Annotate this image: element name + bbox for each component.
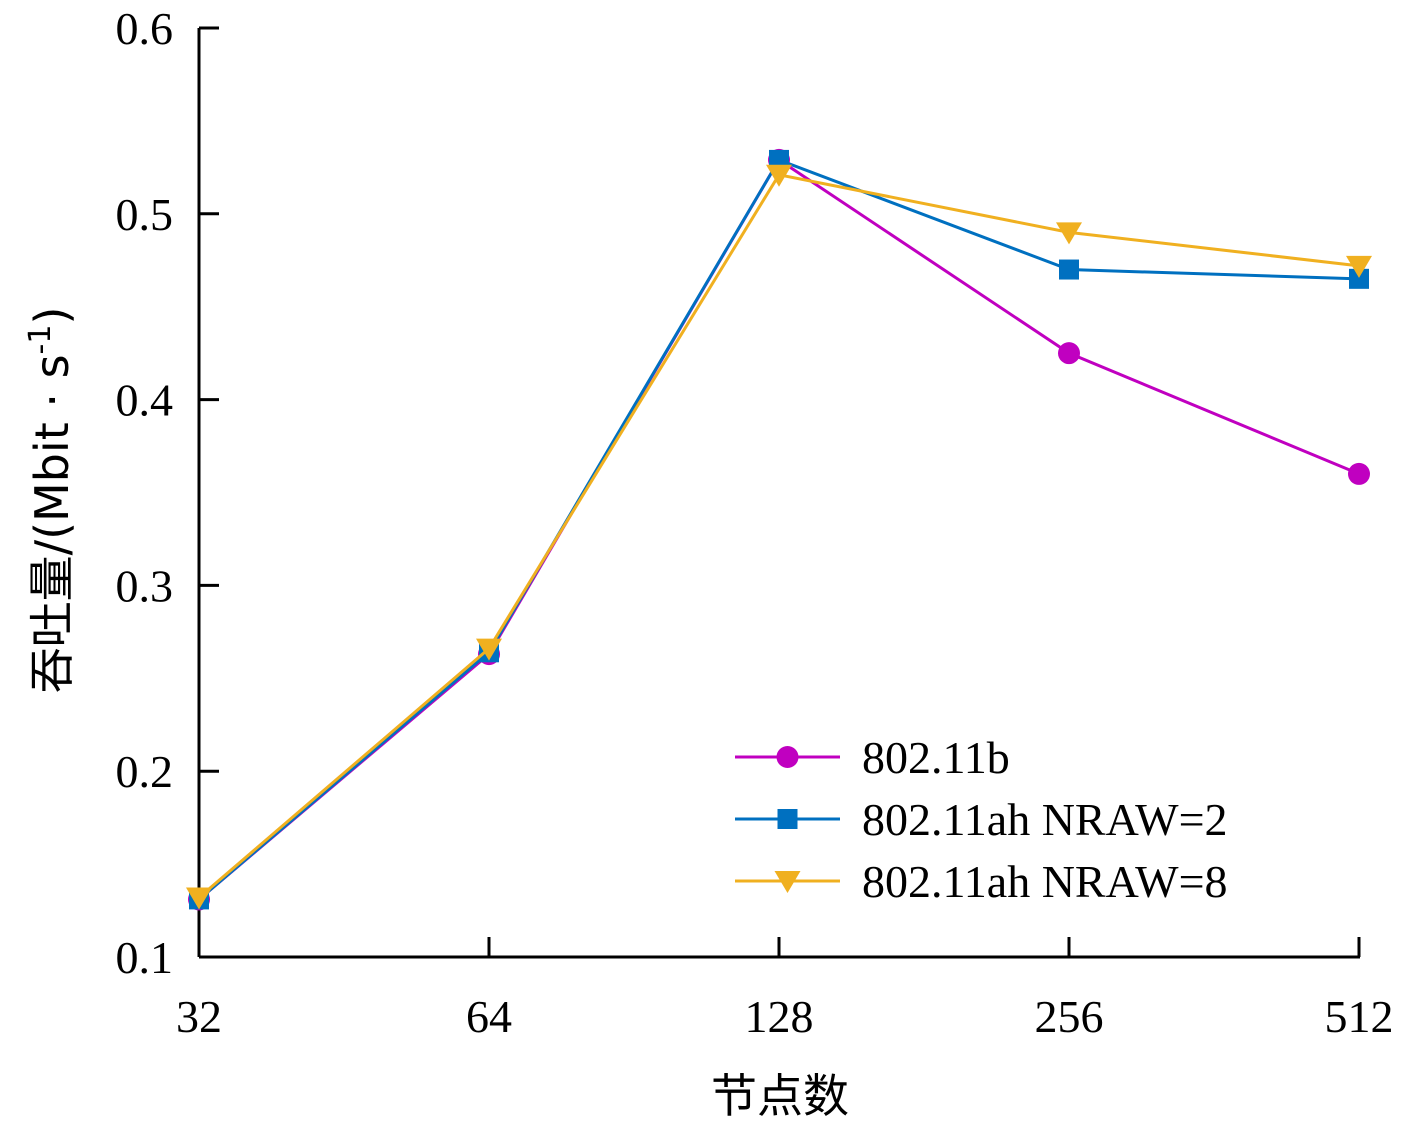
y-axis-title-main: 吞吐量/(Mbit · s: [25, 354, 79, 693]
x-tick-label: 128: [745, 991, 814, 1042]
y-tick-label: 0.6: [116, 3, 174, 54]
x-tick-label: 512: [1325, 991, 1394, 1042]
data-point: [1059, 259, 1079, 280]
legend: 802.11b 802.11ah NRAW=2 802.11ah NRAW=8: [735, 732, 1228, 907]
series-layer: [186, 148, 1372, 911]
data-point: [1349, 268, 1369, 289]
x-tick-label: 64: [466, 991, 512, 1042]
legend-item: 802.11ah NRAW=8: [735, 856, 1228, 907]
legend-marker: [774, 871, 801, 893]
legend-item: 802.11b: [735, 732, 1010, 783]
legend-item: 802.11ah NRAW=2: [735, 794, 1228, 845]
series-line: [198, 157, 1360, 901]
series-line: [198, 158, 1360, 901]
y-tick-label: 0.3: [116, 560, 174, 611]
x-tick-label: 32: [176, 991, 222, 1042]
x-tick-label: 256: [1035, 991, 1104, 1042]
data-point: [1056, 222, 1082, 245]
y-axis-title-end: ): [25, 307, 79, 325]
y-tick-label: 0.1: [116, 932, 174, 983]
series-2: [189, 149, 1369, 910]
legend-marker: [776, 746, 799, 768]
series-3: [186, 164, 1372, 910]
legend-label: 802.11b: [862, 732, 1010, 783]
y-axis-title-superscript: -1: [23, 325, 58, 355]
data-point: [186, 887, 212, 910]
x-ticks: 32 64 128 256 512: [176, 937, 1394, 1042]
y-tick-label: 0.2: [116, 746, 174, 797]
y-axis-title: 吞吐量/(Mbit · s-1): [23, 307, 79, 694]
legend-label: 802.11ah NRAW=2: [862, 794, 1228, 845]
x-axis-title: 节点数: [711, 1069, 849, 1123]
legend-label: 802.11ah NRAW=8: [862, 856, 1228, 907]
y-tick-label: 0.4: [116, 375, 174, 426]
y-tick-label: 0.5: [116, 189, 174, 240]
data-point: [476, 638, 502, 661]
series-line: [198, 173, 1360, 899]
y-ticks: 0.1 0.2 0.3 0.4 0.5 0.6: [116, 3, 219, 983]
data-point: [1058, 342, 1080, 365]
data-point: [766, 164, 792, 187]
data-point: [1346, 255, 1372, 278]
data-point: [1348, 462, 1370, 485]
legend-marker: [777, 809, 798, 829]
